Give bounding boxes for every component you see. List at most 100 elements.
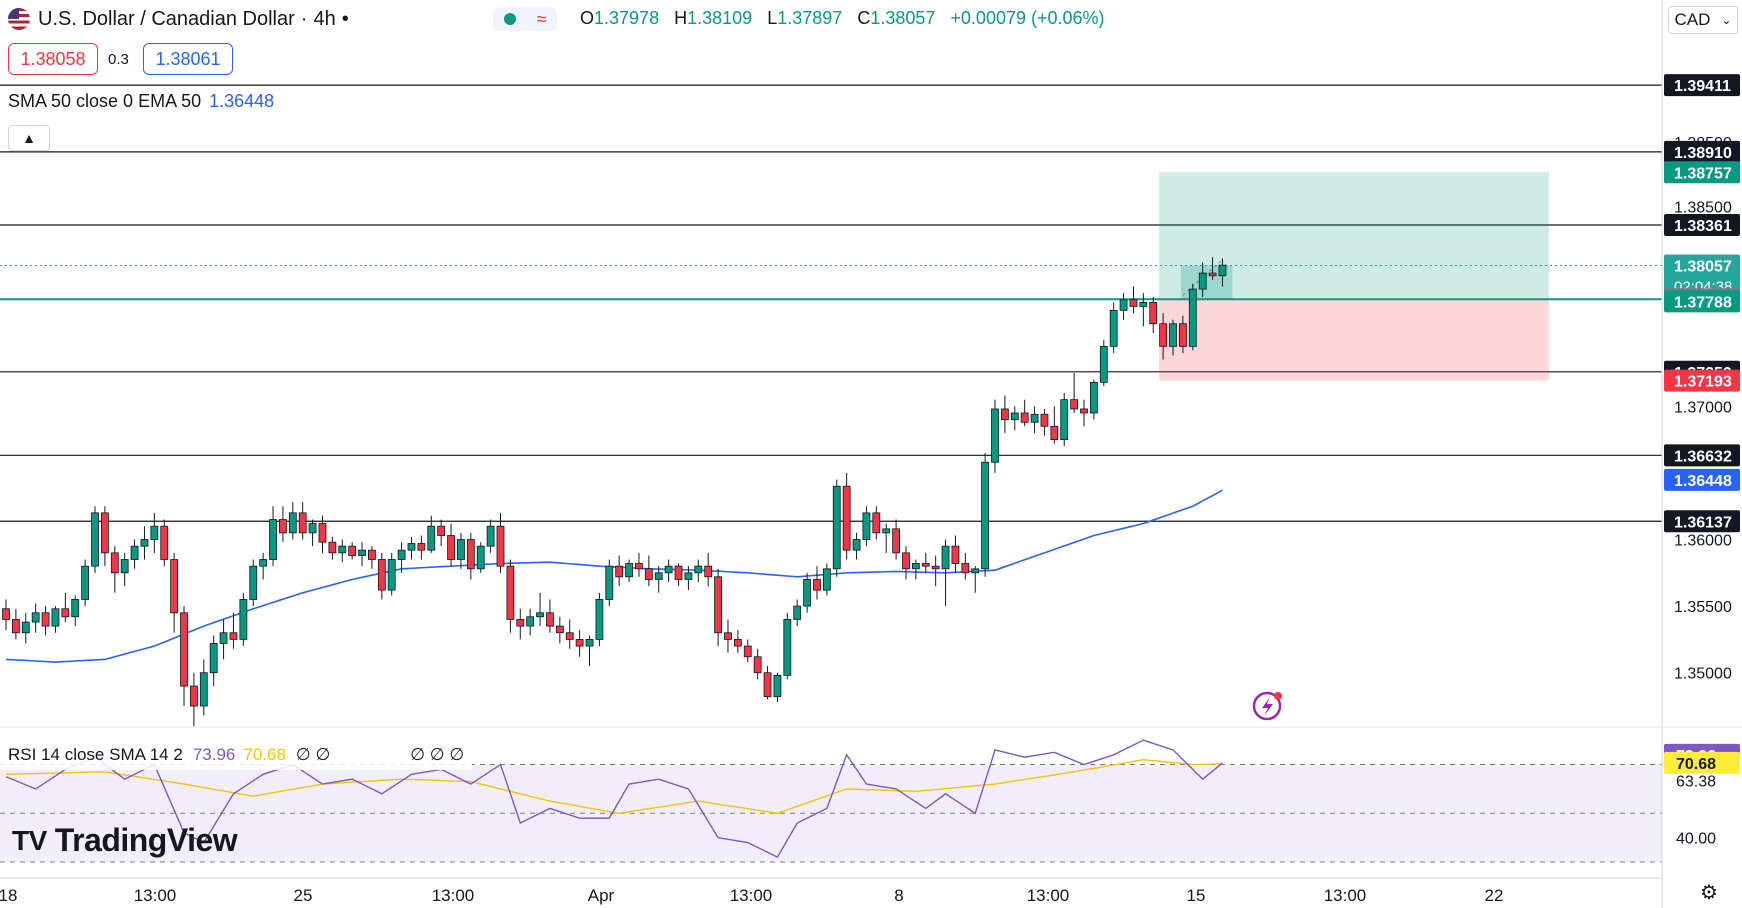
candle-body: [516, 619, 525, 627]
candle-107: [1060, 392, 1069, 447]
candle-body: [536, 612, 544, 618]
ohlc-readout: O1.37978 H1.38109 L1.37897 C1.38057 +0.0…: [580, 8, 1105, 28]
candle-body: [546, 612, 554, 627]
market-status[interactable]: ≈: [493, 7, 557, 31]
candle-body: [229, 632, 238, 640]
candle-56: [555, 616, 564, 644]
candle-body: [348, 545, 357, 556]
candle-97: [961, 552, 970, 580]
candle-28: [279, 506, 287, 543]
candle-body: [1030, 413, 1039, 423]
candle-body: [773, 674, 782, 698]
candle-25: [249, 559, 258, 607]
candle-body: [783, 619, 792, 676]
candle-body: [377, 559, 386, 591]
time-label: 13:00: [1324, 886, 1367, 905]
candle-body: [160, 525, 169, 560]
price-label: 1.38361: [1664, 214, 1740, 237]
price-label: 1.38757: [1664, 161, 1740, 184]
candle-body: [931, 565, 940, 570]
candle-67: [664, 559, 673, 583]
candle-body: [11, 619, 20, 634]
candle-body: [387, 559, 396, 591]
long-position-tool[interactable]: [1159, 172, 1549, 381]
buy-button[interactable]: 1.38061: [143, 43, 233, 75]
candle-41: [407, 536, 416, 560]
candle-body: [813, 579, 821, 591]
candle-82: [813, 566, 821, 600]
candle-121: [1198, 262, 1207, 298]
tradingview-logo-icon: TV: [12, 824, 47, 856]
candle-body: [1119, 299, 1128, 311]
candle-39: [387, 552, 396, 596]
candle-123: [1218, 258, 1227, 287]
sell-button[interactable]: 1.38058: [8, 43, 98, 75]
candle-body: [1149, 302, 1158, 325]
logo-text: TradingView: [54, 822, 238, 858]
candle-body: [763, 672, 772, 698]
price-tick-label: 1.35500: [1674, 599, 1732, 616]
symbol-title[interactable]: U.S. Dollar / Canadian Dollar: [38, 7, 295, 30]
candle-52: [516, 608, 525, 640]
price-label-bg: [1664, 290, 1740, 313]
candle-body: [1090, 381, 1098, 414]
timeframe[interactable]: 4h: [313, 7, 336, 30]
price-label-text: 1.36448: [1674, 473, 1732, 490]
candle-body: [724, 632, 732, 640]
settings-gear-icon[interactable]: ⚙: [1700, 882, 1718, 904]
candle-body: [664, 565, 673, 574]
candle-71: [704, 552, 713, 587]
usd-flag-icon: [8, 8, 30, 30]
price-label-text: 1.38057: [1674, 259, 1732, 276]
rsi-label-1: 70.68: [1676, 756, 1716, 773]
candle-120: [1188, 283, 1197, 351]
candle-body: [555, 625, 564, 634]
candle-54: [536, 592, 544, 627]
candle-body: [862, 512, 871, 540]
candle-body: [694, 565, 703, 574]
alert-icon[interactable]: [1252, 691, 1282, 721]
currency-selector[interactable]: CAD ⌄: [1668, 6, 1738, 34]
rsi-label-2: 63.38: [1676, 774, 1716, 791]
candle-body: [219, 632, 228, 644]
time-axis[interactable]: 18 13:00 25 13:00 Apr 13:00 8 13:00 15 13:00 22: [0, 877, 1662, 905]
candle-body: [506, 565, 515, 620]
price-label: 1.37788: [1664, 290, 1740, 313]
candle-body: [1169, 323, 1177, 347]
candle-45: [447, 523, 455, 567]
candle-33: [328, 536, 337, 560]
price-label-text: 1.37788: [1674, 294, 1732, 311]
candle-24: [239, 592, 248, 647]
candle-118: [1169, 319, 1177, 356]
candle-60: [595, 592, 604, 647]
indicator-value: 1.36448: [209, 91, 275, 111]
collapse-legend-button[interactable]: ▲: [8, 125, 50, 151]
candle-body: [120, 559, 129, 574]
tradingview-logo: TV TradingView: [12, 822, 238, 859]
candle-96: [951, 535, 960, 573]
candle-body: [1099, 345, 1108, 383]
rsi-label: RSI 14 close SMA 14 2: [8, 745, 183, 764]
candle-114: [1129, 286, 1138, 314]
candle-body: [249, 565, 258, 600]
candle-22: [219, 619, 228, 660]
candle-117: [1159, 313, 1168, 360]
candle-108: [1070, 373, 1079, 413]
candle-87: [862, 506, 871, 547]
rsi-legend[interactable]: RSI 14 close SMA 14 2 73.96 70.68 ∅ ∅ ∅ …: [0, 740, 473, 770]
rsi-extra-values: ∅ ∅: [295, 745, 331, 764]
candle-body: [269, 519, 277, 560]
candle-body: [892, 528, 900, 554]
candle-body: [279, 519, 287, 534]
rsi-label-3: 40.00: [1676, 831, 1716, 848]
price-label-bg: [1664, 444, 1740, 467]
candle-15: [150, 512, 159, 553]
high-value: 1.38109: [687, 8, 753, 28]
candle-40: [397, 542, 406, 573]
candle-16: [160, 519, 169, 567]
indicator-legend[interactable]: SMA 50 close 0 EMA 50 1.36448: [8, 91, 274, 112]
candle-6: [61, 592, 70, 623]
candle-3: [31, 603, 40, 633]
candle-body: [190, 685, 198, 707]
